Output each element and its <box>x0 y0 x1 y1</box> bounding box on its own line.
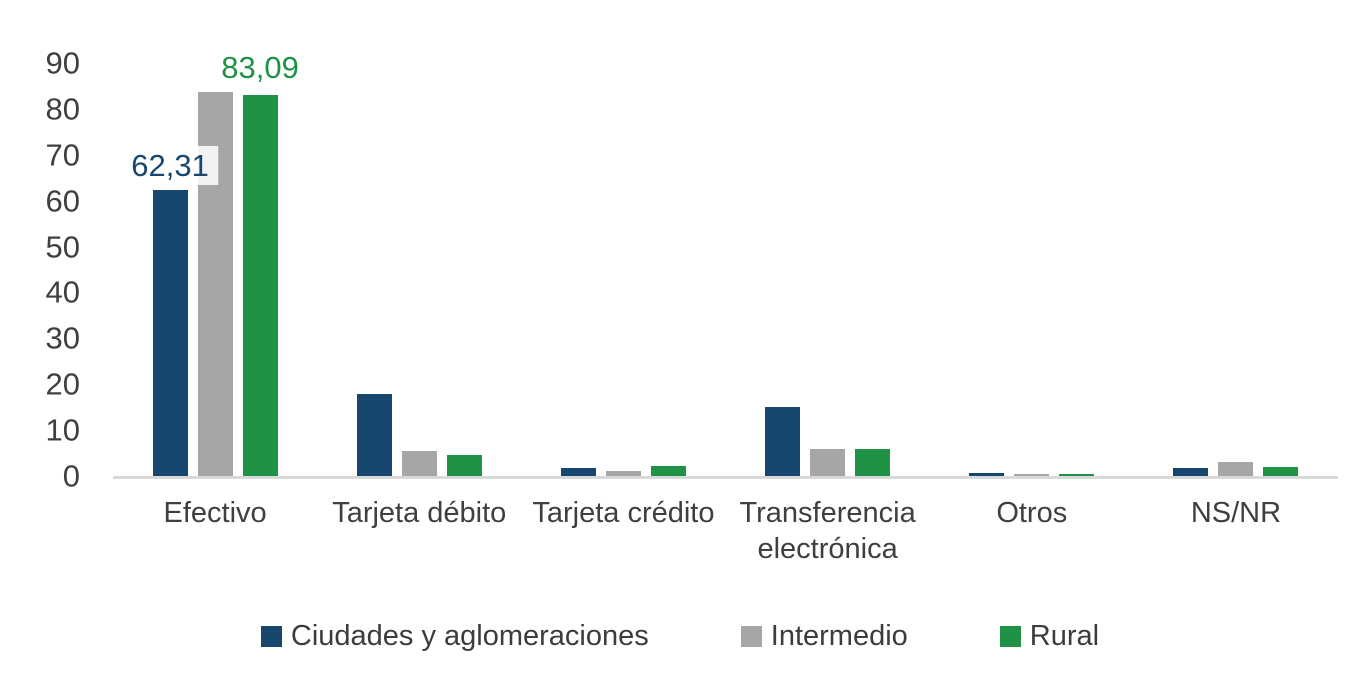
bar-intermedio <box>401 450 437 476</box>
y-tick-label: 50 <box>45 229 80 265</box>
y-tick-label: 60 <box>45 183 80 219</box>
bar-ciudades-y-aglomeraciones <box>1173 468 1209 476</box>
bar-ciudades-y-aglomeraciones <box>765 406 801 476</box>
legend-label: Intermedio <box>770 620 908 652</box>
legend-item: Rural <box>999 620 1100 652</box>
bar-groups: 62,31 83,09 <box>113 52 1338 476</box>
bar-group-0: 62,31 83,09 <box>113 52 317 476</box>
legend-swatch-icon <box>260 626 282 647</box>
bar-ciudades-y-aglomeraciones <box>560 468 596 476</box>
data-label: 62,31 <box>122 146 218 186</box>
bar-intermedio <box>1218 461 1254 476</box>
y-tick-label: 70 <box>45 137 80 173</box>
y-axis: 0 10 20 30 40 50 60 70 80 90 <box>0 48 80 492</box>
y-tick-label: 10 <box>45 412 80 448</box>
legend-label: Ciudades y aglomeraciones <box>290 620 649 652</box>
bar-group-3 <box>726 63 930 476</box>
x-axis-category-label: Tarjeta crédito <box>532 497 715 529</box>
bar-intermedio <box>1014 474 1050 476</box>
bar-group-4 <box>930 63 1134 476</box>
bar-group-2 <box>521 63 725 476</box>
y-tick-label: 80 <box>45 91 80 127</box>
bar-ciudades-y-aglomeraciones <box>356 393 392 476</box>
x-axis-category-label: Efectivo <box>163 497 267 529</box>
bar-rural <box>1263 466 1299 476</box>
x-axis-category-label: NS/NR <box>1190 497 1282 529</box>
bar-rural: 83,09 <box>221 52 299 476</box>
y-tick-label: 30 <box>45 320 80 356</box>
legend-swatch-icon <box>740 626 762 647</box>
x-axis-category-label: Transferencia electrónica <box>739 497 916 566</box>
bar-rural <box>1059 473 1095 476</box>
y-tick-label: 20 <box>45 366 80 402</box>
y-tick-label: 40 <box>45 274 80 310</box>
y-tick-label: 0 <box>62 458 80 494</box>
bar-rural <box>855 449 891 476</box>
bar-ciudades-y-aglomeraciones <box>969 472 1005 476</box>
x-axis-category-label: Tarjeta débito <box>332 497 507 529</box>
legend: Ciudades y aglomeraciones Intermedio Rural <box>0 622 1360 651</box>
bar-group-1 <box>317 63 521 476</box>
legend-item: Ciudades y aglomeraciones <box>260 620 649 652</box>
bar-group-5 <box>1134 63 1338 476</box>
bar-intermedio <box>810 448 846 476</box>
legend-item: Intermedio <box>740 620 908 652</box>
legend-swatch-icon <box>999 626 1021 647</box>
x-axis-labels: Efectivo Tarjeta débito Tarjeta crédito Tra… <box>113 495 1338 568</box>
bar-intermedio <box>605 471 641 476</box>
data-label: 83,09 <box>221 49 299 85</box>
plot-area: 62,31 83,09 <box>113 52 1338 479</box>
legend-label: Rural <box>1029 620 1100 652</box>
y-tick-label: 90 <box>45 45 80 81</box>
x-axis-category-label: Otros <box>996 497 1068 529</box>
bar-rural <box>650 465 686 476</box>
bar-rural <box>446 455 482 476</box>
bar-ciudades-y-aglomeraciones: 62,31 <box>122 146 218 476</box>
